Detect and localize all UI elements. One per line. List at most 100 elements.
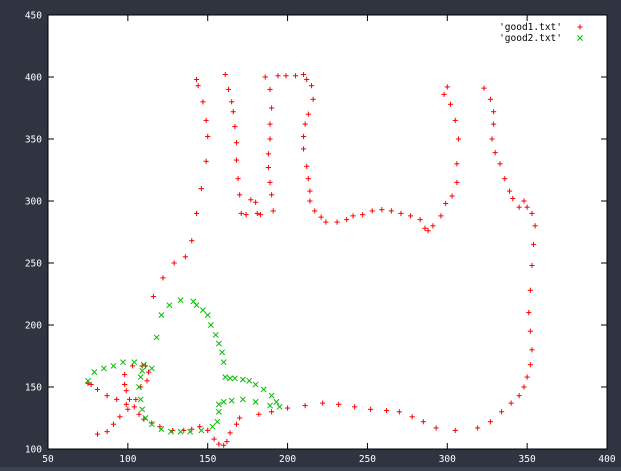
data-point [443,200,449,207]
legend-marker [577,35,583,41]
data-point [248,197,254,203]
data-point [444,84,450,90]
data-point [433,425,439,431]
series-2 [84,297,283,435]
data-point [506,188,513,194]
data-point [211,436,217,442]
data-point [275,73,281,79]
data-point [220,359,227,366]
data-point [516,204,522,210]
data-point [224,438,230,445]
data-point [267,179,273,185]
x-tick-label: 100 [119,454,136,465]
data-point [171,260,177,266]
data-point [139,367,146,374]
data-point [104,429,110,435]
data-point [136,411,142,417]
data-point [133,396,139,402]
data-point [269,409,275,415]
data-point [207,322,214,328]
data-point [187,428,194,435]
data-point [146,369,152,375]
data-point [209,423,216,430]
x-tick-label: 50 [42,454,54,465]
data-point [148,421,155,428]
data-point [323,219,329,225]
data-point [237,415,243,421]
data-point [455,136,462,142]
data-point [352,404,358,410]
data-point [94,431,101,437]
data-point [228,397,235,404]
data-point [524,374,530,380]
data-point [407,213,414,219]
data-point [140,361,147,368]
data-point [142,415,149,421]
data-point [302,403,308,409]
data-point [153,334,160,341]
data-point [312,208,318,214]
data-point [269,192,275,198]
data-point [268,392,275,399]
data-point [231,375,238,382]
data-point [497,161,503,167]
data-point [252,381,259,388]
data-point [417,217,423,223]
data-point [521,384,527,390]
data-point [260,386,267,393]
axis-ticks [47,14,608,450]
y-tick-label: 400 [25,73,42,84]
data-point [398,210,404,216]
data-point [94,386,101,393]
data-point [492,150,498,156]
data-point [302,121,308,127]
data-point [203,117,209,123]
data-point [84,377,91,384]
data-point [177,428,184,435]
data-point [148,365,155,372]
data-point [284,405,291,411]
data-point [308,83,315,89]
data-point [168,428,174,435]
data-point [360,212,366,218]
y-tick-label: 200 [25,321,42,332]
data-point [104,393,110,399]
data-point [233,157,240,163]
data-point [110,362,117,369]
data-point [267,121,273,127]
y-tick-label: 350 [25,135,42,146]
data-point [491,109,497,115]
data-point [252,398,259,405]
data-point [243,212,249,218]
data-point [198,427,205,434]
data-point [422,225,428,231]
legend: 'good1.txt''good2.txt' [499,22,583,44]
data-point [489,136,495,142]
data-point [276,403,283,410]
data-point [225,86,232,92]
data-point [265,164,272,171]
data-point [257,212,264,218]
data-point [454,161,460,167]
data-point [253,199,259,205]
data-point [214,418,221,425]
data-point [420,419,426,425]
data-point [238,210,244,216]
data-point [344,217,350,223]
data-point [487,96,494,102]
data-point [508,400,514,406]
data-point [409,414,415,420]
data-point [265,151,272,157]
data-point [452,117,458,123]
data-point [219,349,226,356]
data-point [510,195,516,202]
x-tick-label: 250 [359,454,376,465]
data-point [205,133,211,140]
data-point [237,192,243,198]
data-point [305,176,311,182]
data-point [305,111,311,117]
data-point [239,376,246,383]
data-point [198,186,204,192]
data-point [425,228,431,234]
